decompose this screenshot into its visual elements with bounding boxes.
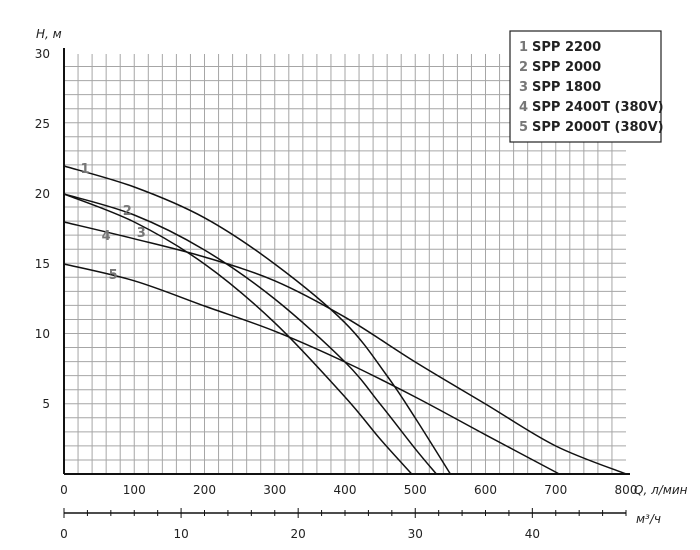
curve-3 [63,193,413,475]
y-tick-label: 30 [35,47,50,61]
y-tick-label: 20 [35,187,50,201]
curve-label-1: 1 [81,162,90,177]
curve-label-5: 5 [109,268,118,283]
secondary-x-axis-title: м³/ч [636,512,661,526]
legend-series-name: SPP 2400T (380V) [532,100,664,115]
x-tick-label: 300 [263,483,286,497]
x-tick-label: 800 [615,483,638,497]
legend-number: 2 [519,60,528,75]
x-tick-label: 0 [60,483,68,497]
curve-4 [63,221,627,475]
x-axis-title: Q, л/мин [634,483,688,497]
y-tick-label: 5 [42,397,50,411]
y-axis-title: H, м [36,27,62,41]
secondary-x-tick-label: 10 [173,527,188,541]
chart-curves [63,165,627,475]
y-tick-label: 25 [35,117,50,131]
legend-series-name: SPP 1800 [532,80,601,95]
legend-number: 1 [519,40,528,55]
secondary-x-tick-label: 40 [525,527,540,541]
secondary-x-tick-label: 30 [408,527,423,541]
secondary-x-tick-label: 20 [291,527,306,541]
curve-5 [63,263,560,475]
legend-number: 4 [519,100,528,115]
secondary-x-tick-label: 0 [60,527,68,541]
curve-1 [63,165,452,475]
legend-box [509,30,662,143]
x-tick-label: 600 [474,483,497,497]
chart-legend: 1 SPP 2200 2 SPP 2000 3 SPP 1800 4 SPP 2400T (3… [509,30,664,143]
legend-series-name: SPP 2000 [532,60,601,75]
curve-2 [63,193,437,475]
legend-series-name: SPP 2200 [532,40,601,55]
legend-number: 5 [519,120,528,135]
y-tick-label: 15 [35,257,50,271]
curve-label-4: 4 [102,229,111,244]
x-tick-label: 200 [193,483,216,497]
x-tick-label: 400 [334,483,357,497]
curve-label-2: 2 [123,204,132,219]
x-tick-label: 100 [123,483,146,497]
y-tick-label: 10 [35,327,50,341]
legend-number: 3 [519,80,528,95]
x-tick-label: 700 [544,483,567,497]
legend-series-name: SPP 2000T (380V) [532,120,664,135]
x-tick-label: 500 [404,483,427,497]
curve-label-3: 3 [137,226,146,241]
chart-grid [64,54,626,474]
